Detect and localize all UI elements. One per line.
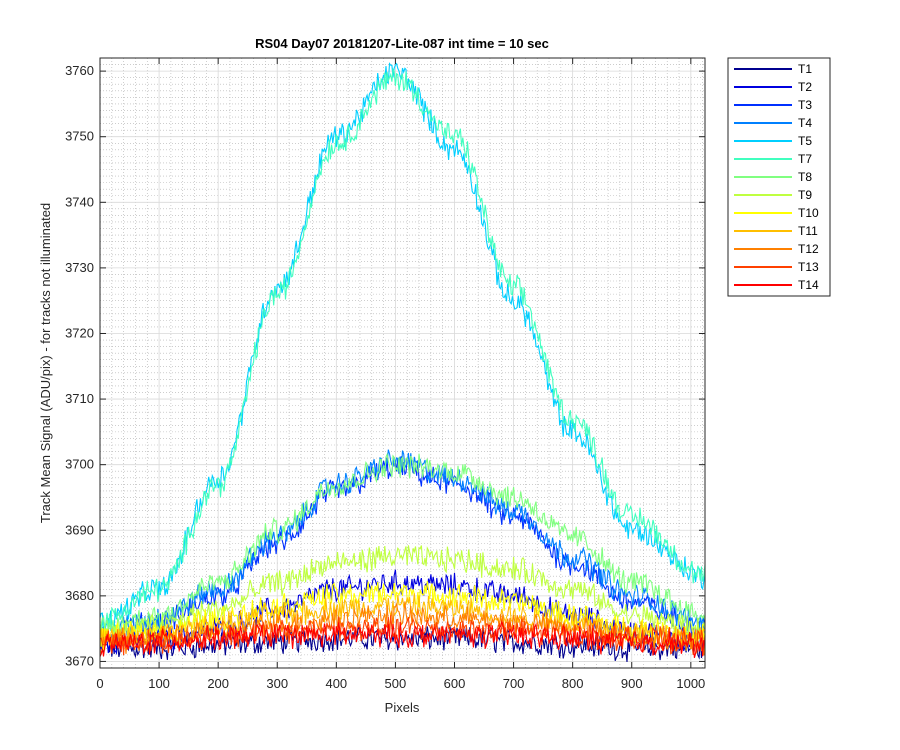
legend-label-t9: T9 xyxy=(798,188,812,202)
legend-label-t10: T10 xyxy=(798,206,819,220)
x-ticks: 0 100 200 300 400 500 600 700 800 900 1000 xyxy=(96,58,705,691)
x-tick-label: 700 xyxy=(503,676,525,691)
plot-frame xyxy=(99,57,706,669)
y-tick-label: 3680 xyxy=(65,588,94,603)
series-line-t4 xyxy=(99,449,706,643)
legend-label-t13: T13 xyxy=(798,260,819,274)
series-line-t8 xyxy=(99,452,706,636)
legend-label-t4: T4 xyxy=(798,116,812,130)
y-tick-label: 3760 xyxy=(65,63,94,78)
legend-label-t12: T12 xyxy=(798,242,819,256)
series-line-t13 xyxy=(99,615,706,656)
series-line-t9 xyxy=(99,545,706,647)
series-line-t11 xyxy=(99,593,706,651)
x-tick-label: 0 xyxy=(96,676,103,691)
y-tick-label: 3700 xyxy=(65,457,94,472)
y-tick-label: 3750 xyxy=(65,129,94,144)
y-tick-label: 3720 xyxy=(65,325,94,340)
y-ticks: 3670 3680 3690 3700 3710 3720 3730 3740 3750 3760 xyxy=(65,63,705,668)
y-tick-label: 3670 xyxy=(65,653,94,668)
x-tick-label: 900 xyxy=(621,676,643,691)
legend-label-t5: T5 xyxy=(798,134,812,148)
x-tick-label: 800 xyxy=(562,676,584,691)
y-tick-label: 3730 xyxy=(65,260,94,275)
x-tick-label: 1000 xyxy=(676,676,705,691)
x-tick-label: 300 xyxy=(266,676,288,691)
chart-title: RS04 Day07 20181207-Lite-087 int time = … xyxy=(255,36,549,51)
series-group xyxy=(99,62,706,663)
x-tick-label: 500 xyxy=(385,676,407,691)
x-tick-label: 200 xyxy=(207,676,229,691)
series-line-t7 xyxy=(99,67,706,633)
legend-label-t1: T1 xyxy=(798,62,812,76)
series-line-t5 xyxy=(99,62,706,634)
legend-label-t7: T7 xyxy=(798,152,812,166)
legend-label-t3: T3 xyxy=(798,98,812,112)
x-tick-label: 100 xyxy=(148,676,170,691)
plot-background xyxy=(100,58,705,668)
series-line-t14 xyxy=(99,619,706,658)
y-tick-label: 3710 xyxy=(65,391,94,406)
legend[interactable]: T1 T2 T3 T4 T5 T7 T8 T9 T10 T11 T12 T13 T14 xyxy=(727,57,831,297)
y-tick-label: 3740 xyxy=(65,194,94,209)
legend-label-t8: T8 xyxy=(798,170,812,184)
legend-entries: T1 T2 T3 T4 T5 T7 T8 T9 T10 T11 T12 T13 T14 xyxy=(734,62,819,292)
minor-grid xyxy=(100,57,705,669)
legend-label-t11: T11 xyxy=(798,224,818,238)
series-line-t12 xyxy=(99,601,706,656)
y-axis-label: Track Mean Signal (ADU/pix) - for tracks… xyxy=(38,203,53,523)
x-tick-label: 400 xyxy=(325,676,347,691)
x-tick-label: 600 xyxy=(444,676,466,691)
legend-label-t14: T14 xyxy=(798,278,819,292)
x-axis-label: Pixels xyxy=(385,700,420,715)
y-tick-label: 3690 xyxy=(65,522,94,537)
legend-label-t2: T2 xyxy=(798,80,812,94)
